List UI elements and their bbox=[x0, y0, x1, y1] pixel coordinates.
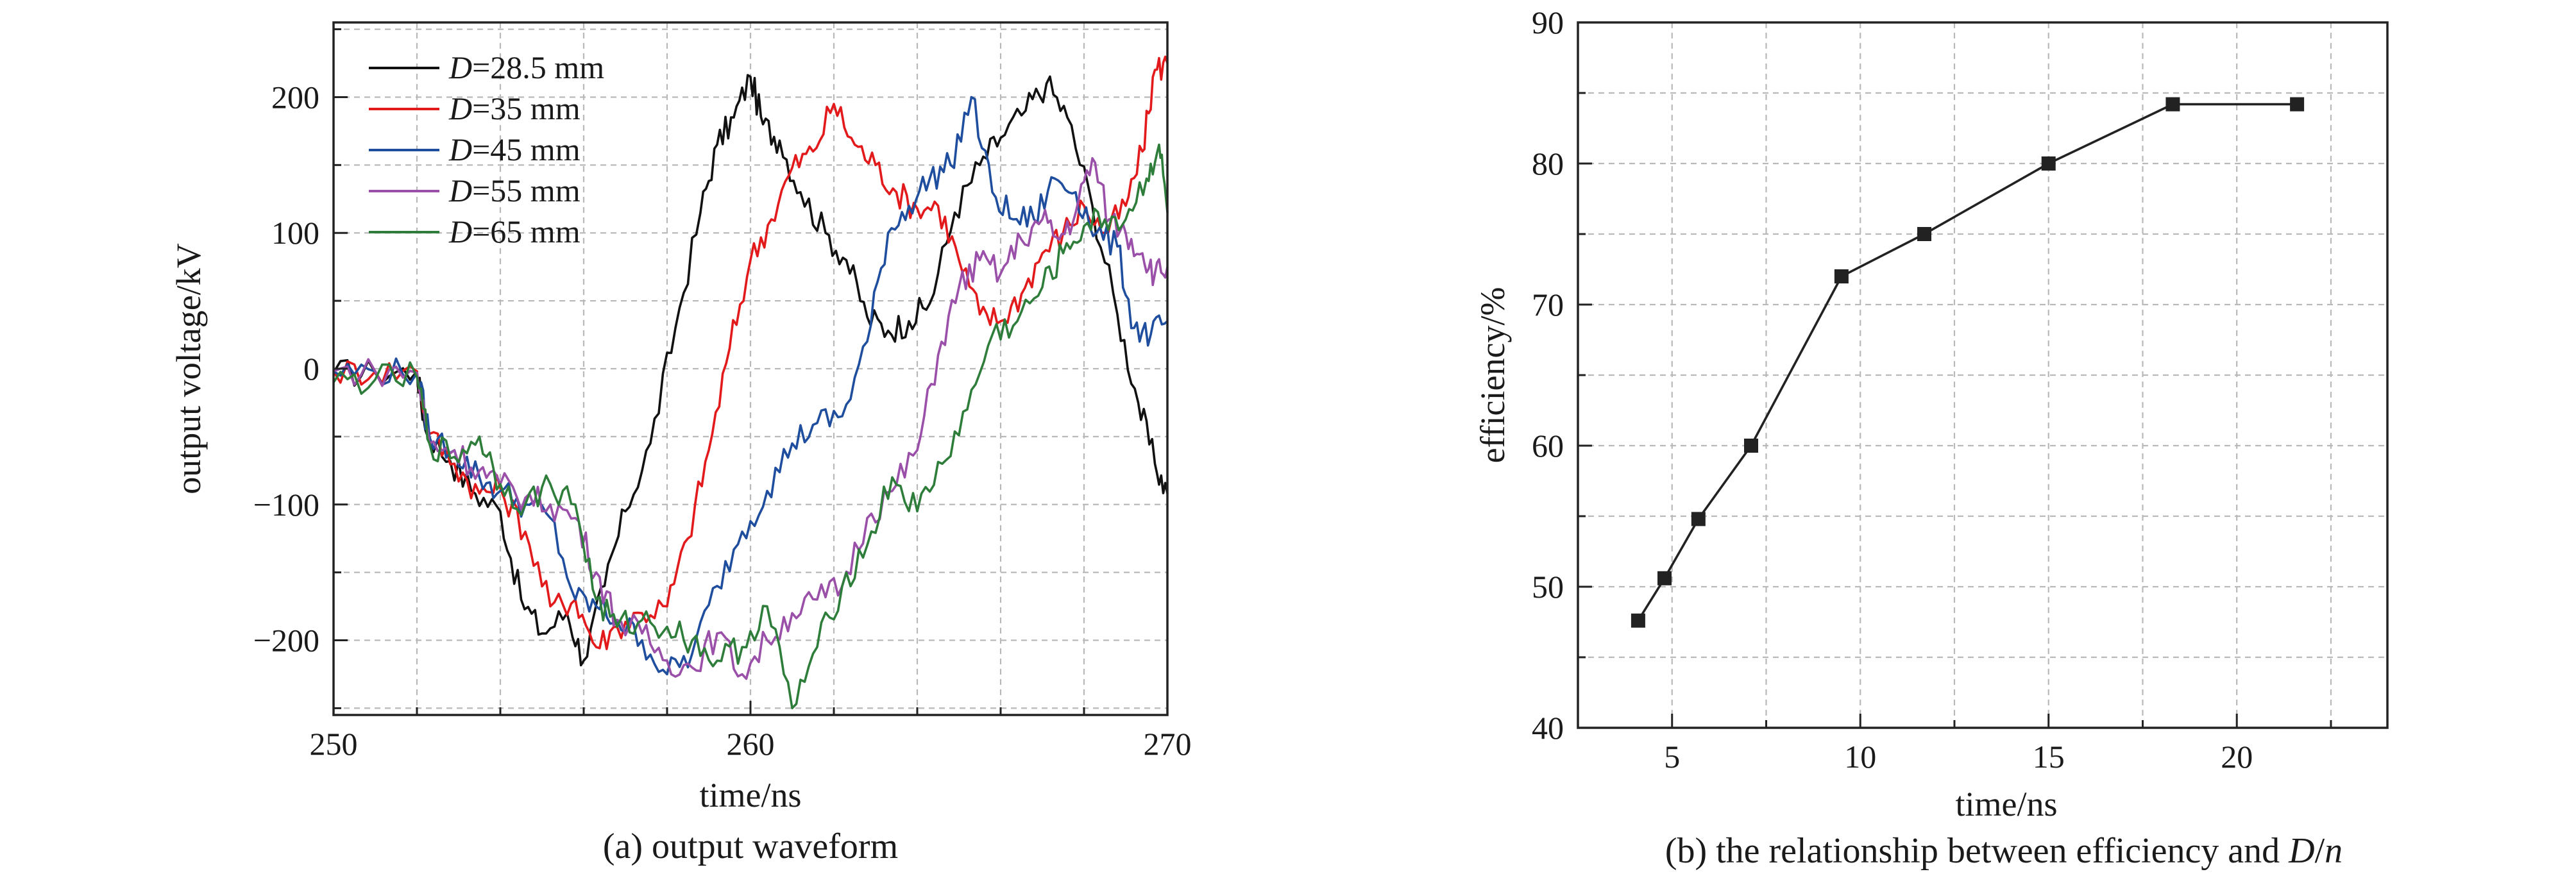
legend-variable: D bbox=[448, 131, 472, 167]
y-tick-label: 0 bbox=[303, 351, 319, 387]
y-tick-label: −200 bbox=[253, 623, 319, 659]
panel-b-y-axis-label: efficiency/% bbox=[1473, 287, 1512, 464]
series-line-2 bbox=[332, 55, 1169, 650]
y-tick-label: 40 bbox=[1532, 710, 1564, 746]
panel-b-caption: (b) the relationship between efficiency … bbox=[1665, 831, 2343, 871]
x-tick-label: 5 bbox=[1664, 739, 1680, 775]
panel-b-caption-slash: / bbox=[2315, 831, 2325, 871]
x-tick-label: 20 bbox=[2221, 739, 2253, 775]
data-point-marker bbox=[2041, 156, 2056, 171]
panel-a-caption: (a) output waveform bbox=[603, 827, 898, 866]
y-tick-label: 80 bbox=[1532, 146, 1564, 181]
efficiency-line bbox=[1637, 103, 2298, 621]
panel-b-series bbox=[1631, 97, 2305, 628]
data-point-marker bbox=[1834, 269, 1849, 283]
panel-a-series-lines bbox=[332, 55, 1169, 710]
legend-variable: D bbox=[448, 90, 472, 126]
data-point-marker bbox=[1917, 227, 1932, 241]
panel-b-efficiency: 5 10 15 20 40 50 60 70 80 90 efficiency/% time/ns… bbox=[1473, 4, 2389, 871]
x-tick-label: 250 bbox=[310, 726, 358, 762]
legend-entry-label: D=35 mm bbox=[448, 90, 580, 126]
series-line-1 bbox=[332, 74, 1169, 667]
panel-a-ticks: 250 260 270 −200 −100 0 100 200 bbox=[253, 28, 1192, 762]
series-line-3 bbox=[333, 96, 1169, 676]
legend-value: =28.5 mm bbox=[472, 49, 604, 85]
y-tick-label: −100 bbox=[253, 487, 319, 523]
panel-b-caption-text: (b) the relationship between efficiency … bbox=[1665, 831, 2289, 871]
legend-value: =65 mm bbox=[472, 214, 580, 249]
y-tick-label: 60 bbox=[1532, 428, 1564, 464]
panel-b-x-axis-label: time/ns bbox=[1956, 785, 2058, 823]
legend-entry-label: D=55 mm bbox=[448, 172, 580, 208]
panel-b-caption-var-d: D bbox=[2288, 831, 2314, 871]
legend-entry-label: D=65 mm bbox=[448, 214, 580, 249]
y-tick-label: 100 bbox=[271, 215, 319, 251]
data-point-marker bbox=[1631, 613, 1645, 628]
panel-a-grid bbox=[334, 22, 1167, 715]
panel-a-x-axis-label: time/ns bbox=[700, 776, 802, 814]
y-tick-label: 200 bbox=[271, 79, 319, 115]
panel-b-caption-var-n: n bbox=[2325, 831, 2343, 871]
x-tick-label: 260 bbox=[727, 726, 775, 762]
data-point-marker bbox=[1691, 512, 1706, 526]
panel-a-y-axis-label: output voltage/kV bbox=[169, 243, 208, 494]
series-line-4 bbox=[333, 157, 1169, 680]
legend-entry-label: D=28.5 mm bbox=[448, 49, 604, 85]
legend-value: =45 mm bbox=[472, 131, 580, 167]
legend-variable: D bbox=[448, 214, 472, 249]
x-tick-label: 270 bbox=[1144, 726, 1192, 762]
panel-a-legend: D=28.5 mmD=35 mmD=45 mmD=55 mmD=65 mm bbox=[369, 49, 604, 249]
panel-b-ticks: 5 10 15 20 40 50 60 70 80 90 bbox=[1532, 4, 2332, 775]
data-point-marker bbox=[1657, 571, 1672, 585]
x-tick-label: 15 bbox=[2033, 739, 2065, 775]
y-tick-label: 70 bbox=[1532, 287, 1564, 323]
x-tick-label: 10 bbox=[1844, 739, 1876, 775]
data-point-marker bbox=[2290, 97, 2305, 112]
legend-value: =35 mm bbox=[472, 90, 580, 126]
legend-variable: D bbox=[448, 49, 472, 85]
legend-variable: D bbox=[448, 172, 472, 208]
legend-value: =55 mm bbox=[472, 172, 580, 208]
legend-entry-label: D=45 mm bbox=[448, 131, 580, 167]
data-point-marker bbox=[1744, 439, 1759, 453]
series-line-5 bbox=[332, 143, 1169, 710]
y-tick-label: 50 bbox=[1532, 569, 1564, 605]
data-point-marker bbox=[2165, 97, 2180, 112]
y-tick-label: 90 bbox=[1532, 4, 1564, 40]
panel-b-grid bbox=[1578, 22, 2387, 728]
